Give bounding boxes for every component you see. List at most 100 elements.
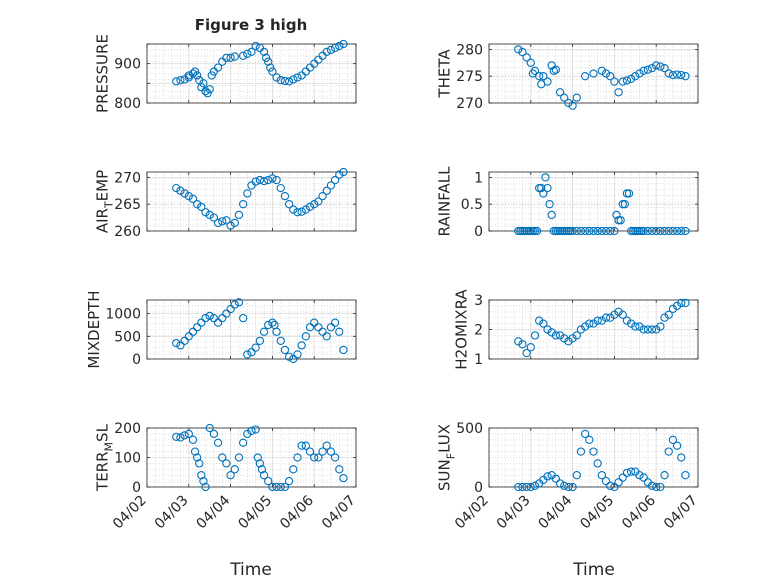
data-point <box>601 476 611 486</box>
data-point <box>518 226 527 236</box>
data-point <box>213 63 223 72</box>
data-point <box>222 216 231 225</box>
data-point <box>284 77 294 86</box>
data-point <box>330 175 340 185</box>
data-point <box>176 76 185 85</box>
axes-box <box>488 427 699 488</box>
x-tick-label: 04/03 <box>494 493 534 533</box>
data-point <box>522 482 531 492</box>
data-point <box>637 226 646 236</box>
data-point <box>543 325 552 334</box>
y-axis-label-7: TERRMSL <box>94 423 116 492</box>
data-point <box>268 67 277 76</box>
data-point <box>234 298 244 307</box>
data-point <box>564 482 573 492</box>
data-point <box>176 341 185 350</box>
data-point <box>514 45 523 54</box>
data-point <box>631 226 640 236</box>
data-point <box>522 348 531 358</box>
data-point <box>255 175 265 185</box>
data-point <box>597 316 607 325</box>
y-axis-label-5: MIXDEPTH <box>85 290 103 368</box>
data-point <box>203 89 212 98</box>
data-point <box>264 57 273 66</box>
data-point <box>280 76 290 86</box>
data-point <box>543 183 552 193</box>
data-point <box>280 345 290 355</box>
data-point <box>647 63 657 73</box>
axes-box <box>488 43 699 104</box>
data-point <box>339 473 348 483</box>
data-point <box>195 459 204 468</box>
x-tick-label: 04/07 <box>661 493 701 533</box>
data-point <box>272 175 281 185</box>
data-point <box>243 429 252 439</box>
data-point <box>197 202 206 212</box>
data-point <box>558 226 567 236</box>
y-tick-label: 200 <box>114 421 141 437</box>
data-point <box>234 210 244 220</box>
data-point <box>580 226 590 236</box>
data-point <box>660 226 669 236</box>
data-point <box>205 423 214 433</box>
axes-box <box>488 171 699 232</box>
data-point <box>535 183 544 193</box>
data-point <box>305 323 315 332</box>
data-point <box>184 429 193 439</box>
data-point <box>201 482 210 492</box>
data-point <box>589 69 598 78</box>
data-point <box>205 311 214 321</box>
data-point <box>230 218 239 228</box>
data-point <box>253 453 262 462</box>
x-tick-label: 04/02 <box>452 493 492 533</box>
x-tick-label: 04/04 <box>536 492 576 532</box>
data-point <box>601 69 611 78</box>
data-point <box>322 441 331 450</box>
data-point <box>272 73 281 82</box>
data-point <box>330 43 340 53</box>
x-axis-label-left: Time <box>229 560 272 580</box>
data-point <box>264 175 273 185</box>
data-point <box>297 341 306 350</box>
data-point <box>614 216 623 225</box>
data-point <box>656 482 665 492</box>
data-point <box>326 323 336 332</box>
data-point <box>272 482 281 492</box>
data-point <box>251 425 260 434</box>
data-point <box>530 331 540 340</box>
data-point <box>652 482 661 492</box>
data-point <box>606 226 615 236</box>
axes-box <box>146 171 357 232</box>
data-point <box>247 348 256 357</box>
data-point <box>543 77 552 86</box>
data-point <box>255 459 265 468</box>
data-point <box>622 189 632 198</box>
y-tick-label: 500 <box>114 329 141 345</box>
data-point <box>251 41 260 51</box>
data-point <box>593 226 602 236</box>
data-point <box>226 304 235 314</box>
data-point <box>522 226 531 236</box>
data-point <box>190 447 200 456</box>
data-point <box>188 435 198 444</box>
data-point <box>264 320 273 330</box>
data-point <box>176 433 185 442</box>
subplot-8: 0 500 04/02 04/03 04/04 04/05 04/06 04/07 SUNFLU… <box>436 421 701 532</box>
data-point <box>585 319 594 328</box>
data-point <box>522 53 531 62</box>
data-point <box>222 309 231 318</box>
data-point <box>209 314 219 323</box>
data-point <box>643 325 652 334</box>
data-point <box>576 226 586 236</box>
data-point <box>257 465 267 474</box>
data-point <box>639 473 648 482</box>
data-point <box>297 441 306 450</box>
x-tick-label: 04/05 <box>235 493 275 533</box>
y-tick-label: 265 <box>114 197 141 213</box>
x-axis-label-right: Time <box>572 560 615 580</box>
data-point <box>218 314 227 323</box>
data-point <box>572 93 581 102</box>
data-point <box>618 473 627 482</box>
data-point <box>184 191 193 201</box>
